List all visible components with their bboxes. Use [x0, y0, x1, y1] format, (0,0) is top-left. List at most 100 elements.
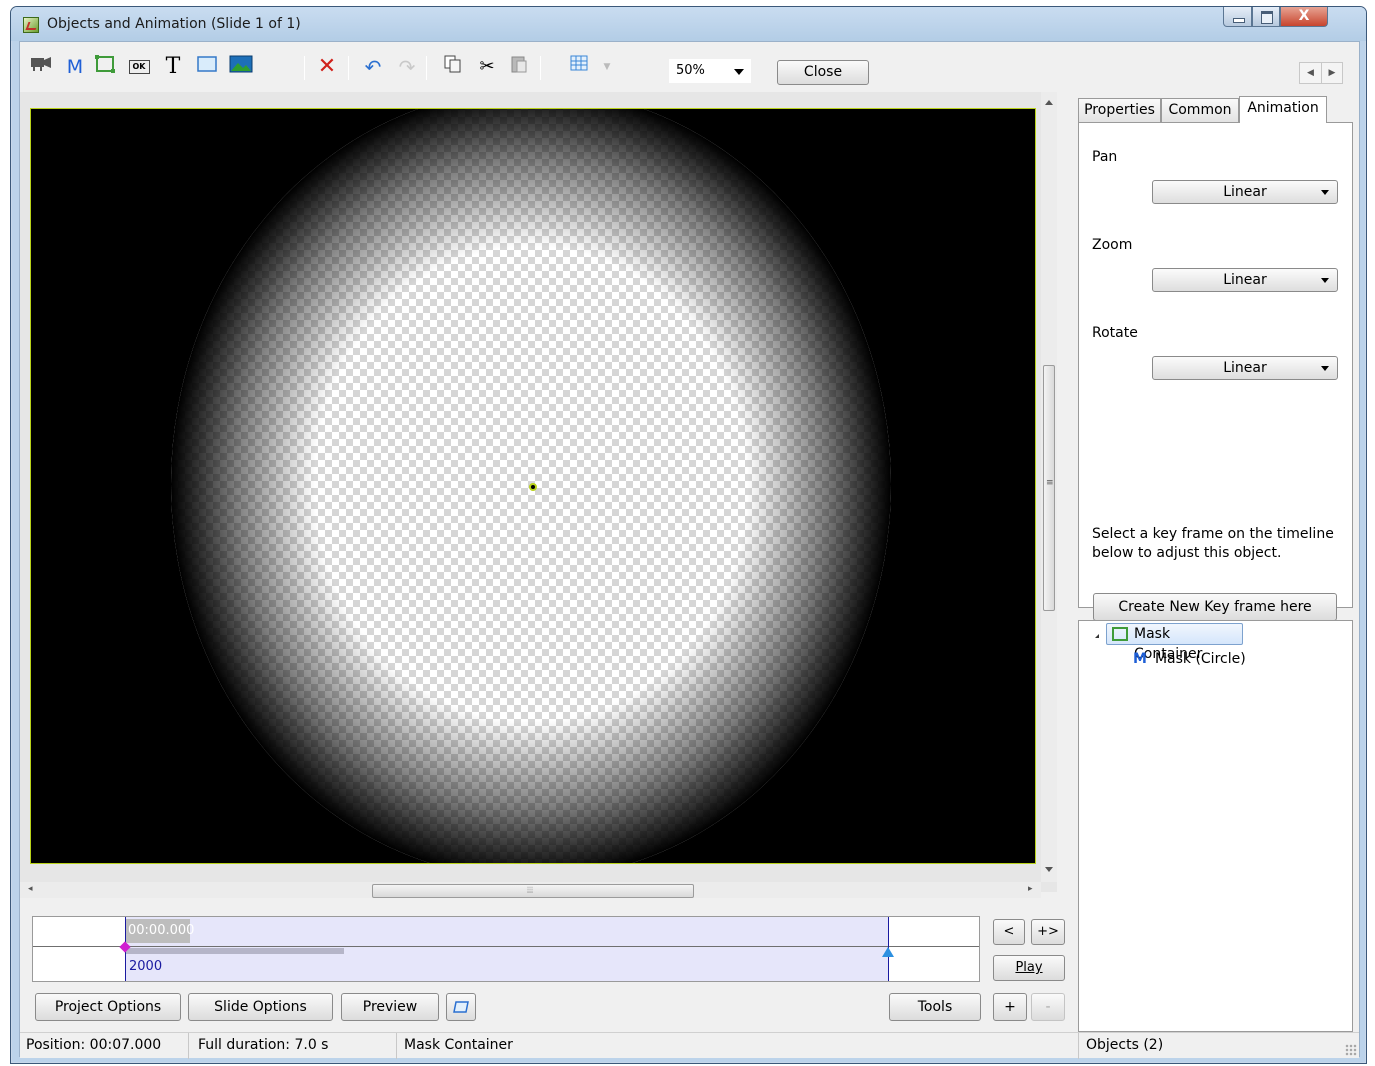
cut-icon[interactable]: ✂: [479, 56, 495, 77]
tree-item-mask-circle[interactable]: M Mask (Circle): [1133, 649, 1246, 671]
grid-dropdown-icon[interactable]: ▼: [603, 62, 611, 72]
rotate-label: Rotate: [1092, 325, 1138, 341]
status-separator: [188, 1033, 189, 1059]
zoom-select[interactable]: 50%: [669, 59, 751, 83]
vertical-scroll-thumb[interactable]: ≡: [1043, 365, 1055, 611]
next-keyframe-button[interactable]: +>: [1031, 919, 1065, 945]
maximize-button[interactable]: [1252, 7, 1280, 27]
toolbar-separator: [304, 56, 305, 80]
timeline[interactable]: 00:00.000 2000: [32, 916, 980, 982]
zoom-value: 50%: [676, 63, 705, 78]
copy-icon[interactable]: [440, 54, 466, 80]
chevron-down-icon: [734, 69, 744, 75]
text-icon[interactable]: T: [165, 54, 181, 79]
frame-icon[interactable]: [92, 54, 118, 80]
tab-common[interactable]: Common: [1161, 98, 1239, 122]
preview-window-button[interactable]: [446, 993, 476, 1021]
panel-nav: ◀ ▶: [1299, 62, 1343, 84]
paste-icon[interactable]: [506, 54, 532, 80]
scroll-up-icon[interactable]: [1045, 100, 1053, 105]
zoom-animation-select[interactable]: Linear: [1152, 268, 1338, 292]
tree-item-label: Mask Container: [1134, 626, 1203, 662]
resize-grip[interactable]: [1345, 1044, 1357, 1056]
client-area: M OK T ✕ ↶ ↷ ✂: [19, 41, 1360, 1059]
app-icon: [23, 17, 39, 33]
status-object-count: Objects (2): [1086, 1037, 1164, 1053]
title-bar[interactable]: Objects and Animation (Slide 1 of 1) X: [11, 7, 1366, 41]
scroll-right-icon[interactable]: ▸: [1028, 884, 1033, 894]
status-separator: [396, 1033, 397, 1059]
frame-icon: [1112, 627, 1128, 641]
rotate-value: Linear: [1223, 360, 1267, 376]
chevron-left-icon[interactable]: ◀: [1307, 68, 1314, 78]
chevron-down-icon: [1321, 366, 1329, 371]
mask-icon: M: [1133, 651, 1147, 667]
redo-icon[interactable]: ↷: [398, 55, 416, 79]
add-keyframe-button[interactable]: +: [993, 993, 1027, 1021]
mask-icon[interactable]: M: [66, 56, 84, 78]
toolbar: M OK T ✕ ↶ ↷ ✂: [20, 42, 1359, 92]
toolbar-separator: [426, 56, 427, 80]
status-bar: Position: 00:07.000 Full duration: 7.0 s…: [20, 1032, 1359, 1059]
horizontal-scrollbar[interactable]: ◂ ⦙⦙⦙ ▸: [20, 882, 1041, 898]
status-position: Position: 00:07.000: [26, 1037, 162, 1053]
playhead-marker[interactable]: [882, 947, 894, 957]
remove-keyframe-button[interactable]: -: [1031, 993, 1065, 1021]
timeline-time-label: 00:00.000: [126, 919, 194, 943]
play-button[interactable]: Play: [993, 955, 1065, 981]
window-icon: [453, 1001, 469, 1013]
tree-item-mask-container[interactable]: Mask Container: [1106, 623, 1243, 662]
center-handle[interactable]: [529, 483, 537, 491]
slide-stage[interactable]: [30, 108, 1036, 864]
scroll-down-icon[interactable]: [1045, 867, 1053, 872]
timeline-duration-label: 2000: [129, 959, 163, 974]
pan-label: Pan: [1092, 149, 1118, 165]
zoom-label: Zoom: [1092, 237, 1133, 253]
rectangle-icon[interactable]: [194, 54, 220, 80]
panel-tabs: Properties Common Animation: [1078, 96, 1348, 123]
undo-icon[interactable]: ↶: [364, 55, 382, 79]
toolbar-separator: [348, 56, 349, 80]
preview-button[interactable]: Preview: [341, 993, 439, 1021]
grid-icon[interactable]: [566, 54, 592, 80]
project-options-button[interactable]: Project Options: [35, 993, 181, 1021]
button-icon[interactable]: OK: [126, 54, 152, 80]
tree-item-label: Mask (Circle): [1154, 651, 1246, 667]
scroll-left-icon[interactable]: ◂: [28, 884, 33, 894]
status-selected-object: Mask Container: [404, 1037, 513, 1053]
horizontal-scroll-thumb[interactable]: ⦙⦙⦙: [372, 884, 694, 898]
slide-options-button[interactable]: Slide Options: [188, 993, 333, 1021]
object-tree: Mask Container M Mask (Circle): [1078, 620, 1353, 1032]
window-title: Objects and Animation (Slide 1 of 1): [47, 16, 301, 32]
button-icon-label: OK: [128, 60, 150, 74]
animation-tab-content: Pan Linear Zoom Linear Rotate Linear Sel…: [1078, 122, 1353, 621]
timeline-divider: [33, 946, 979, 947]
delete-icon[interactable]: ✕: [317, 54, 337, 79]
prev-keyframe-button[interactable]: <: [993, 919, 1025, 945]
image-icon[interactable]: [228, 54, 254, 80]
tree-expand-icon[interactable]: [1092, 634, 1099, 638]
close-button[interactable]: Close: [777, 60, 869, 85]
window-close-button[interactable]: X: [1280, 7, 1328, 27]
status-duration: Full duration: 7.0 s: [198, 1037, 329, 1053]
timeline-object-bar[interactable]: [126, 948, 344, 954]
pan-select[interactable]: Linear: [1152, 180, 1338, 204]
minimize-button[interactable]: [1223, 7, 1252, 27]
chevron-down-icon: [1321, 190, 1329, 195]
toolbar-separator: [540, 56, 541, 80]
camera-icon[interactable]: [28, 54, 54, 80]
vertical-scrollbar[interactable]: ≡: [1041, 92, 1057, 882]
keyframe-hint: Select a key frame on the timeline below…: [1092, 526, 1334, 561]
chevron-down-icon: [1321, 278, 1329, 283]
rotate-select[interactable]: Linear: [1152, 356, 1338, 380]
create-keyframe-button[interactable]: Create New Key frame here: [1093, 593, 1337, 621]
zoom-animation-value: Linear: [1223, 272, 1267, 288]
tab-animation[interactable]: Animation: [1239, 96, 1327, 123]
chevron-right-icon[interactable]: ▶: [1321, 63, 1342, 83]
tab-properties[interactable]: Properties: [1078, 98, 1161, 122]
properties-panel: Properties Common Animation Pan Linear Z…: [1077, 92, 1353, 1032]
canvas-area: ≡ ◂ ⦙⦙⦙ ▸: [20, 92, 1057, 898]
tools-button[interactable]: Tools: [889, 993, 981, 1021]
status-separator: [1078, 1033, 1079, 1059]
pan-value: Linear: [1223, 184, 1267, 200]
